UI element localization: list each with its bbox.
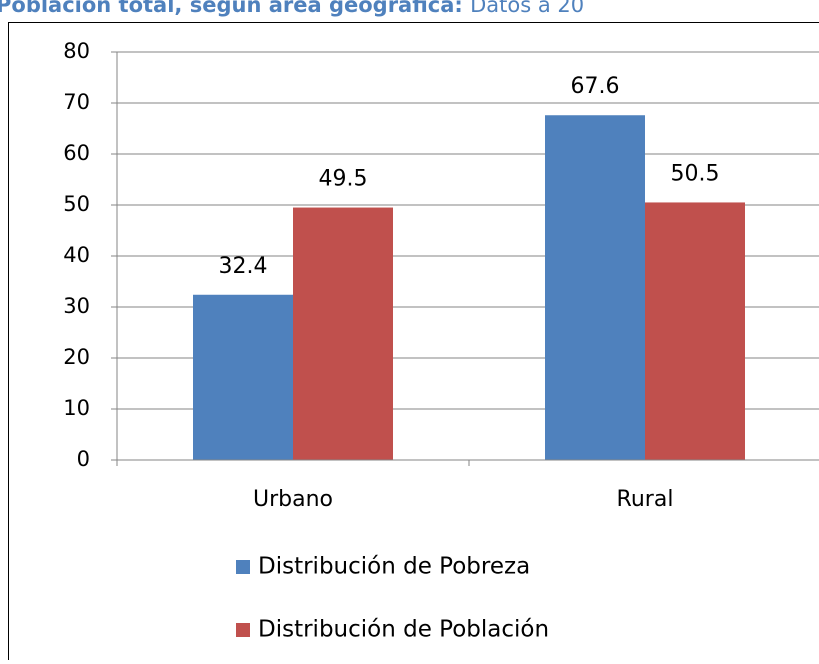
chart-title: Población total, según área geográfica: … bbox=[0, 0, 584, 17]
data-label: 32.4 bbox=[219, 254, 268, 279]
y-tick-label: 70 bbox=[63, 90, 90, 114]
legend-label: Distribución de Pobreza bbox=[258, 554, 530, 580]
bar bbox=[293, 208, 393, 460]
y-tick-label: 20 bbox=[63, 345, 90, 369]
y-tick-label: 60 bbox=[63, 141, 90, 165]
y-tick-label: 50 bbox=[63, 192, 90, 216]
y-tick-label: 40 bbox=[63, 243, 90, 267]
x-tick-label: Urbano bbox=[253, 487, 333, 512]
legend-swatch bbox=[236, 560, 250, 574]
y-tick-label: 30 bbox=[63, 294, 90, 318]
y-tick-label: 0 bbox=[77, 447, 90, 471]
data-label: 50.5 bbox=[671, 161, 720, 186]
bar bbox=[193, 295, 293, 460]
subtitle-text: Datos a 20 bbox=[470, 0, 584, 17]
bar bbox=[645, 202, 745, 460]
legend-label: Distribución de Población bbox=[258, 617, 549, 643]
title-text: Población total, según área geográfica: bbox=[0, 0, 463, 17]
x-tick-label: Rural bbox=[617, 487, 674, 512]
y-tick-label: 80 bbox=[63, 39, 90, 63]
bar bbox=[545, 115, 645, 460]
legend-swatch bbox=[236, 623, 250, 637]
data-label: 67.6 bbox=[571, 74, 620, 99]
y-tick-label: 10 bbox=[63, 396, 90, 420]
data-label: 49.5 bbox=[319, 167, 368, 192]
